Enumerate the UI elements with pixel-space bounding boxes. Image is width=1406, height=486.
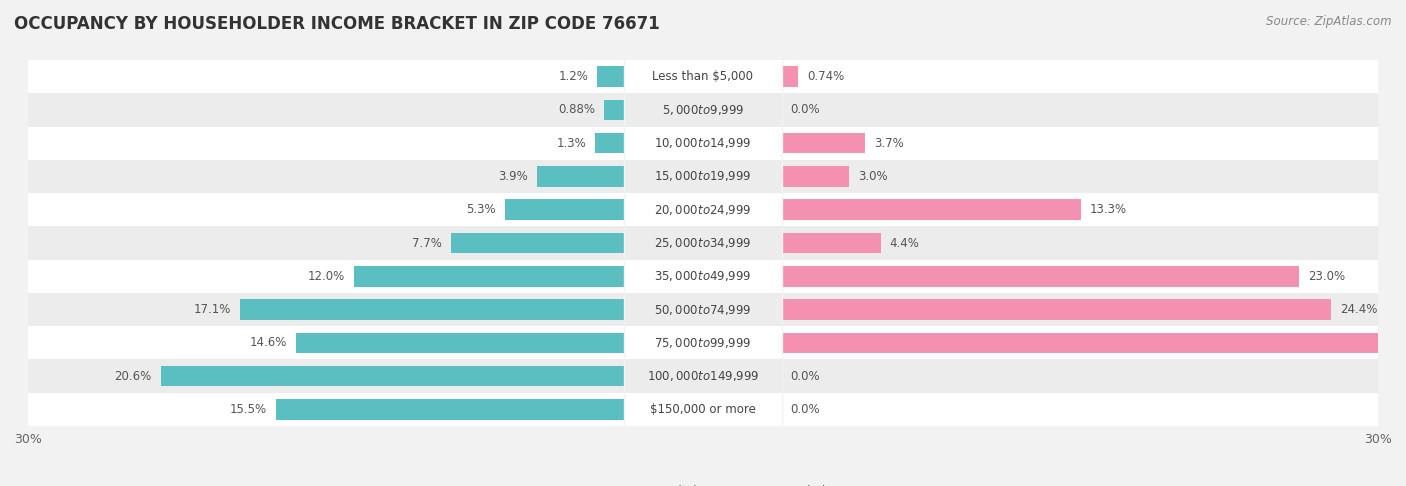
Bar (782, 332, 1398, 353)
Bar (782, 266, 1299, 287)
Text: 20.6%: 20.6% (115, 369, 152, 382)
Text: $150,000 or more: $150,000 or more (650, 403, 756, 416)
Text: $35,000 to $49,999: $35,000 to $49,999 (654, 269, 752, 283)
Bar (598, 66, 624, 87)
Bar (28, 60, 1378, 93)
Bar (28, 260, 1378, 293)
Bar (276, 399, 624, 420)
Bar (605, 100, 624, 120)
Text: $5,000 to $9,999: $5,000 to $9,999 (662, 103, 744, 117)
Text: 0.88%: 0.88% (558, 104, 596, 117)
Bar (28, 160, 1378, 193)
Text: 1.3%: 1.3% (557, 137, 586, 150)
Text: $75,000 to $99,999: $75,000 to $99,999 (654, 336, 752, 350)
Text: $100,000 to $149,999: $100,000 to $149,999 (647, 369, 759, 383)
Text: 24.4%: 24.4% (1340, 303, 1376, 316)
Text: Source: ZipAtlas.com: Source: ZipAtlas.com (1267, 15, 1392, 28)
Bar (295, 332, 624, 353)
Bar (354, 266, 624, 287)
Bar (239, 299, 624, 320)
Bar (782, 133, 865, 154)
Bar (782, 299, 1330, 320)
Bar (782, 166, 849, 187)
Bar (28, 360, 1378, 393)
Text: 3.9%: 3.9% (498, 170, 527, 183)
Bar (595, 133, 624, 154)
Legend: Owner-occupied, Renter-occupied: Owner-occupied, Renter-occupied (575, 481, 831, 486)
Text: 13.3%: 13.3% (1090, 203, 1128, 216)
Text: Less than $5,000: Less than $5,000 (652, 70, 754, 83)
Text: $50,000 to $74,999: $50,000 to $74,999 (654, 303, 752, 316)
Bar (28, 126, 1378, 160)
Bar (28, 393, 1378, 426)
Text: $20,000 to $24,999: $20,000 to $24,999 (654, 203, 752, 217)
Text: 0.0%: 0.0% (790, 403, 820, 416)
Text: 0.74%: 0.74% (807, 70, 845, 83)
Text: $10,000 to $14,999: $10,000 to $14,999 (654, 136, 752, 150)
Text: 17.1%: 17.1% (193, 303, 231, 316)
Text: 23.0%: 23.0% (1308, 270, 1346, 283)
Text: 0.0%: 0.0% (790, 369, 820, 382)
Bar (28, 193, 1378, 226)
Text: 15.5%: 15.5% (229, 403, 267, 416)
Bar (28, 93, 1378, 126)
Text: 0.0%: 0.0% (790, 104, 820, 117)
Bar (537, 166, 624, 187)
Text: 7.7%: 7.7% (412, 237, 441, 249)
Text: 1.2%: 1.2% (558, 70, 588, 83)
Text: $15,000 to $19,999: $15,000 to $19,999 (654, 170, 752, 183)
Bar (28, 326, 1378, 360)
Bar (782, 233, 880, 253)
Text: 5.3%: 5.3% (467, 203, 496, 216)
Bar (782, 66, 799, 87)
Text: 3.7%: 3.7% (875, 137, 904, 150)
Text: 12.0%: 12.0% (308, 270, 346, 283)
Text: $25,000 to $34,999: $25,000 to $34,999 (654, 236, 752, 250)
Bar (28, 293, 1378, 326)
Text: 14.6%: 14.6% (249, 336, 287, 349)
Bar (28, 226, 1378, 260)
Bar (451, 233, 624, 253)
Text: 3.0%: 3.0% (858, 170, 887, 183)
Bar (505, 199, 624, 220)
Bar (160, 366, 624, 386)
Text: 4.4%: 4.4% (890, 237, 920, 249)
Bar (782, 199, 1081, 220)
Text: OCCUPANCY BY HOUSEHOLDER INCOME BRACKET IN ZIP CODE 76671: OCCUPANCY BY HOUSEHOLDER INCOME BRACKET … (14, 15, 659, 33)
